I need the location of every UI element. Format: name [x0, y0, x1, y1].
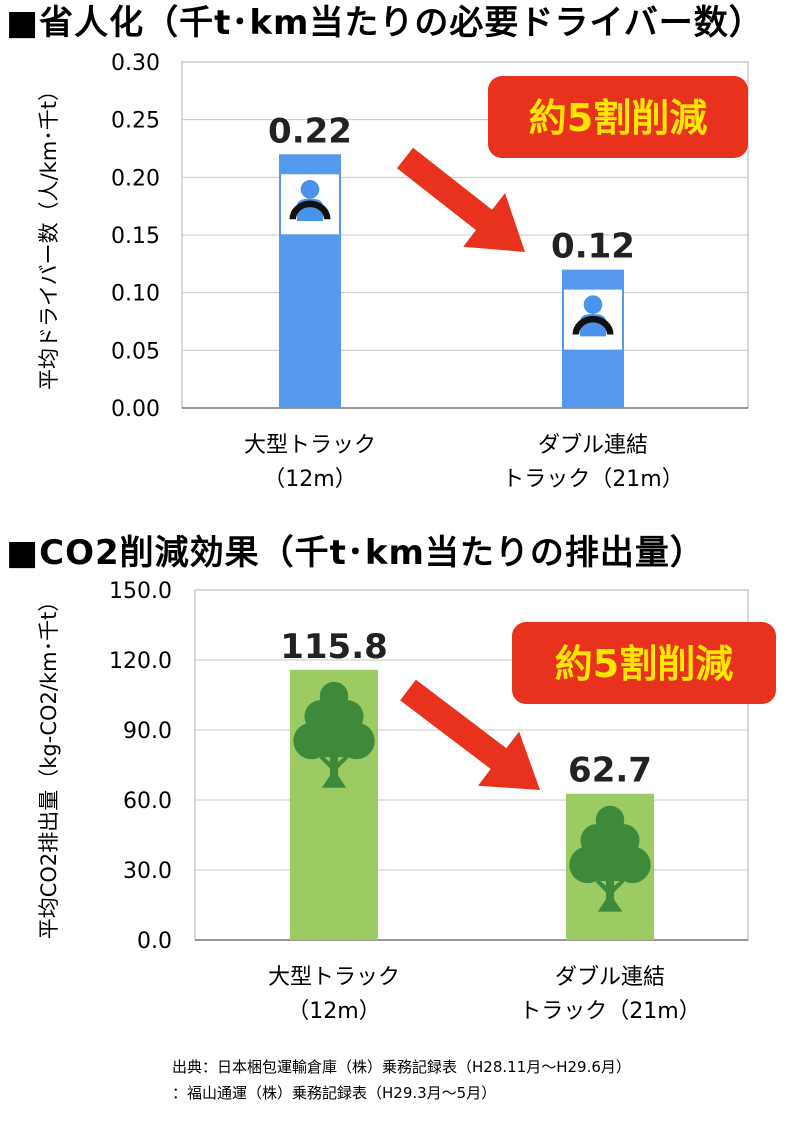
- tree-icon: [293, 681, 375, 788]
- chart2-y-axis-title: 平均CO2排出量（kg-CO2/km･千t）: [37, 591, 61, 940]
- chart1-category-label: （12m）: [263, 467, 356, 492]
- chart1-reduction-badge: [488, 76, 748, 158]
- chart1-category-label: トラック（21m）: [502, 467, 683, 492]
- chart2-ytick-label: 60.0: [123, 789, 172, 814]
- chart1-ytick-label: 0.00: [111, 397, 160, 422]
- chart1-section-title: ■省人化（千t･km当たりの必要ドライバー数）: [6, 3, 764, 43]
- chart2-data-label: 115.8: [280, 627, 388, 667]
- chart2-ytick-label: 0.0: [137, 929, 172, 954]
- source-note-1: 出典：日本梱包運輸倉庫（株）乗務記録表（H28.11月～H29.6月）: [172, 1058, 631, 1076]
- chart1-ytick-label: 0.10: [111, 282, 160, 307]
- chart2-data-label: 62.7: [568, 751, 652, 791]
- tree-icon: [569, 805, 651, 912]
- chart1-category-label: ダブル連結: [538, 433, 648, 458]
- chart1-category-label: 大型トラック: [244, 433, 376, 458]
- chart2-ytick-label: 120.0: [109, 649, 172, 674]
- driver-icon: [572, 295, 614, 337]
- chart2-reduction-badge-text: 約5割削減: [555, 642, 733, 686]
- chart2-category-label: （12m）: [287, 999, 380, 1024]
- chart1-ytick-label: 0.20: [111, 166, 160, 191]
- chart1-ytick-label: 0.25: [111, 109, 160, 134]
- chart2-category-label: 大型トラック: [268, 965, 400, 990]
- chart2-ytick-label: 30.0: [123, 859, 172, 884]
- chart2-reduction-badge: [512, 622, 776, 704]
- chart1-ytick-label: 0.30: [111, 51, 160, 76]
- chart2-section-title: ■CO2削減効果（千t･km当たりの排出量）: [6, 533, 705, 573]
- chart2-ytick-label: 150.0: [109, 579, 172, 604]
- chart2-category-label: トラック（21m）: [519, 999, 700, 1024]
- chart1-plot: 0.00 0.05 0.10 0.15 0.20 0.25 0.30 平均ドライバー数（人/k…: [37, 51, 749, 492]
- chart1-data-label: 0.12: [551, 227, 635, 267]
- chart1-data-label: 0.22: [268, 111, 352, 151]
- source-note-2: ：福山通運（株）乗務記録表（H29.3月～5月）: [172, 1084, 497, 1102]
- chart1-reduction-badge-text: 約5割削減: [529, 96, 707, 140]
- driver-icon: [289, 180, 331, 222]
- chart1-reduction-arrow: [396, 147, 525, 252]
- chart2-category-label: ダブル連結: [555, 965, 665, 990]
- chart1-ytick-label: 0.05: [111, 339, 160, 364]
- chart2-reduction-arrow: [400, 679, 540, 790]
- chart2-ytick-label: 90.0: [123, 719, 172, 744]
- chart2-plot: 0.0 30.0 60.0 90.0 120.0 150.0 平均CO2排出量（kg-CO2…: [37, 579, 776, 1024]
- chart1-ytick-label: 0.15: [111, 224, 160, 249]
- chart1-y-axis-title: 平均ドライバー数（人/km･千t）: [37, 80, 61, 390]
